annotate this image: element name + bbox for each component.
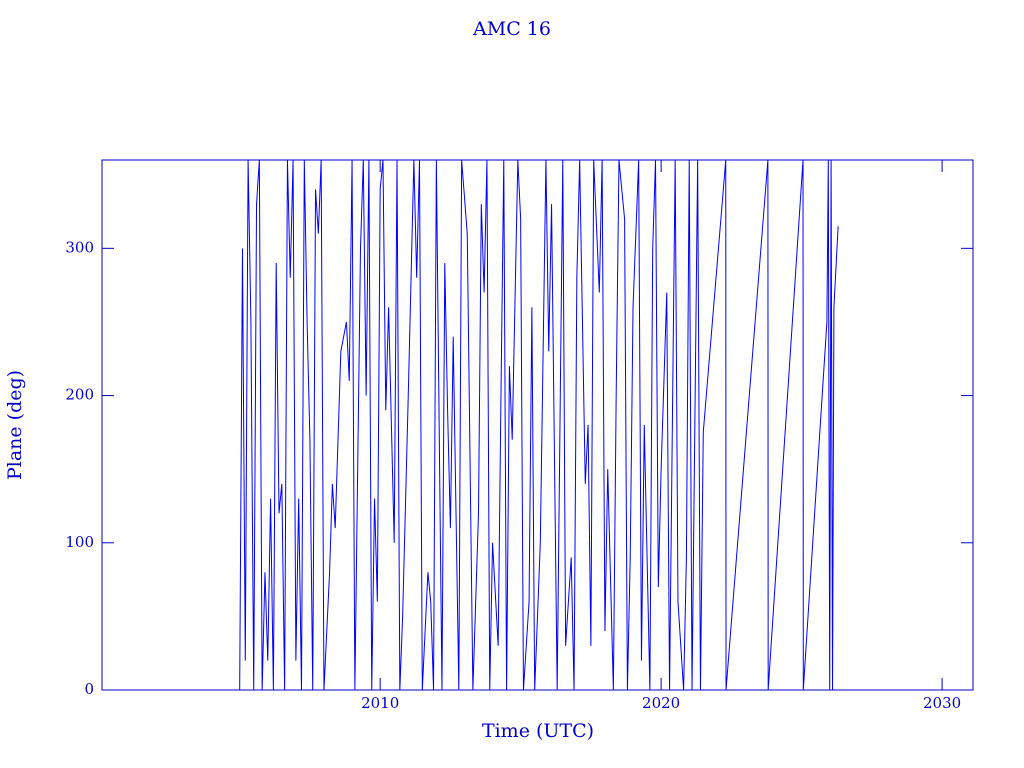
- y-tick-label: 100: [65, 533, 94, 551]
- x-axis-label: Time (UTC): [482, 720, 594, 742]
- x-tick-label: 2010: [361, 694, 399, 712]
- x-tick-label: 2030: [923, 694, 961, 712]
- plot-frame: [101, 159, 974, 691]
- x-tick-label: 2020: [642, 694, 680, 712]
- y-tick-label: 0: [84, 680, 94, 698]
- y-axis-label: Plane (deg): [4, 370, 26, 480]
- y-tick-label: 300: [65, 238, 94, 256]
- y-tick-label: 200: [65, 386, 94, 404]
- chart-title: AMC 16: [472, 18, 551, 40]
- data-line: [239, 159, 839, 691]
